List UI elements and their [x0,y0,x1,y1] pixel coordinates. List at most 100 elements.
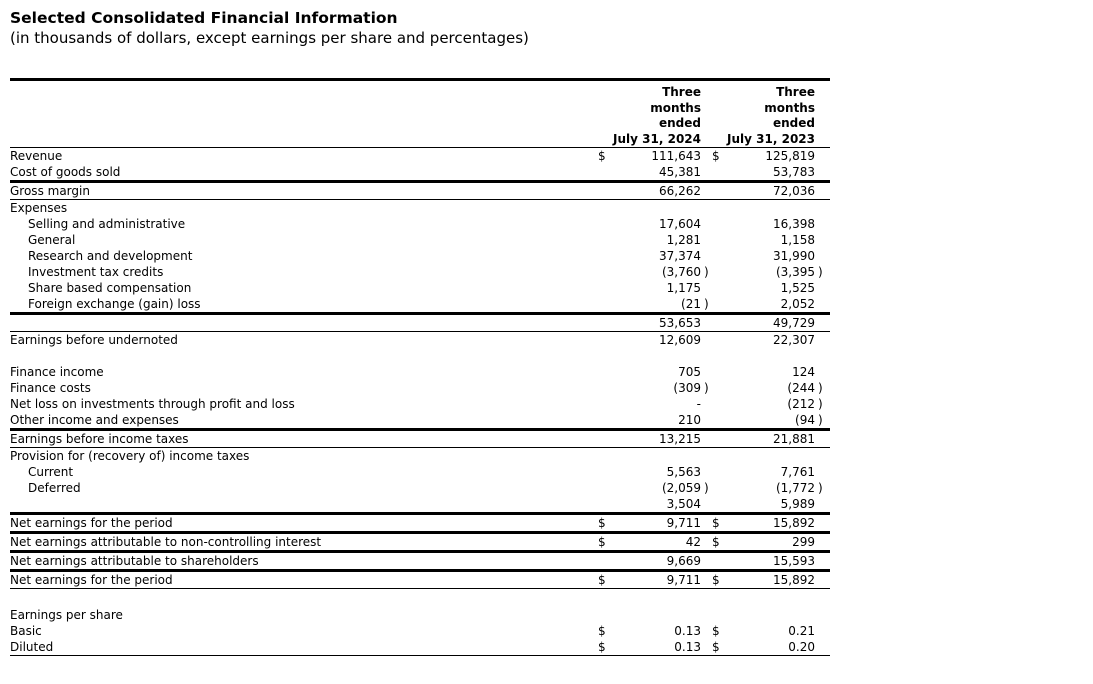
value-2024: 37,374 [659,249,701,263]
value-2023: 1,158 [780,233,815,247]
row-label: Earnings per share [10,608,123,622]
row-label: Finance costs [10,381,91,395]
table-header-row: Three months ended July 31, 2024 Three m… [10,81,830,148]
dollar-sign-2023: $ [712,640,720,654]
paren-2024: ) [704,481,709,495]
value-2023: 7,761 [780,465,815,479]
value-2024: 66,262 [659,184,701,198]
table-row: Other income and expenses 210 (94) [10,412,830,431]
row-label: Provision for (recovery of) income taxes [10,449,250,463]
row-label: Earnings before undernoted [10,333,178,347]
table-row: Finance costs (309) (244) [10,380,830,396]
dollar-sign-2024: $ [598,573,606,587]
value-2023: 15,892 [773,516,815,530]
value-2024: 0.13 [674,624,701,638]
value-2023: (212 [787,397,815,411]
value-2024: 210 [678,413,701,427]
dollar-sign-2024: $ [598,624,606,638]
col-header-2024: Three months ended July 31, 2024 [613,85,701,146]
table-row: Earnings per share [10,607,830,623]
paren-2024: ) [704,381,709,395]
table-row: Net loss on investments through profit a… [10,396,830,412]
value-2023: (1,772 [775,481,815,495]
row-label: Selling and administrative [28,217,186,231]
value-2023: 53,783 [773,165,815,179]
dollar-sign-2024: $ [598,149,606,163]
table-row: Foreign exchange (gain) loss (21) 2,052 [10,296,830,315]
row-label: Earnings before income taxes [10,432,189,446]
dollar-sign-2024: $ [598,640,606,654]
row-label: Other income and expenses [10,413,179,427]
paren-2023: ) [818,397,823,411]
row-label: General [28,233,76,247]
row-spacer [10,348,830,364]
dollar-sign-2023: $ [712,624,720,638]
table-row: Finance income 705 124 [10,364,830,380]
row-label: Net earnings attributable to shareholder… [10,554,259,568]
row-label: Net earnings attributable to non-control… [10,535,322,549]
dollar-sign-2023: $ [712,516,720,530]
row-label: Cost of goods sold [10,165,121,179]
row-label: Basic [10,624,42,638]
table-row: Revenue $111,643 $125,819 [10,148,830,164]
row-label: Deferred [28,481,81,495]
value-2023: 15,593 [773,554,815,568]
dollar-sign-2024: $ [598,516,606,530]
paren-2023: ) [818,481,823,495]
value-2023: 0.21 [788,624,815,638]
value-2023: 2,052 [780,297,815,311]
table-row: Research and development 37,374 31,990 [10,248,830,264]
value-2023: 0.20 [788,640,815,654]
table-row: Basic $0.13 $0.21 [10,623,830,639]
col-header-2023: Three months ended July 31, 2023 [727,85,815,146]
row-label: Diluted [10,640,54,654]
value-2024: 53,653 [659,316,701,330]
row-spacer [10,589,830,607]
paren-2023: ) [818,265,823,279]
row-label: Gross margin [10,184,90,198]
value-2024: (3,760 [661,265,701,279]
value-2024: 1,281 [666,233,701,247]
value-2023: 49,729 [773,316,815,330]
value-2024: 111,643 [651,149,701,163]
value-2024: - [696,397,701,411]
value-2024: 45,381 [659,165,701,179]
row-label: Expenses [10,201,68,215]
value-2024: 12,609 [659,333,701,347]
table-row: Investment tax credits (3,760) (3,395) [10,264,830,280]
table-row: Cost of goods sold 45,381 53,783 [10,164,830,183]
row-label: Foreign exchange (gain) loss [28,297,201,311]
row-label: Net earnings for the period [10,516,173,530]
row-label: Current [28,465,74,479]
value-2024: (21 [681,297,701,311]
value-2023: (94 [795,413,815,427]
paren-2024: ) [704,265,709,279]
table-row: Net earnings for the period $9,711 $15,892 [10,515,830,534]
value-2024: 9,711 [666,573,701,587]
dollar-sign-2023: $ [712,573,720,587]
paren-2023: ) [818,413,823,427]
value-2024: 9,669 [666,554,701,568]
page-subtitle: (in thousands of dollars, except earning… [10,29,529,47]
value-2023: 21,881 [773,432,815,446]
value-2023: 31,990 [773,249,815,263]
table-row: Deferred (2,059) (1,772) [10,480,830,496]
row-label: Research and development [28,249,193,263]
value-2023: 5,989 [780,497,815,511]
row-label: Net loss on investments through profit a… [10,397,295,411]
value-2023: 15,892 [773,573,815,587]
table-body: Revenue $111,643 $125,819 Cost of goods sol… [10,148,830,656]
value-2024: 13,215 [659,432,701,446]
row-label: Revenue [10,149,63,163]
table-row: 3,504 5,989 [10,496,830,515]
value-2024: 17,604 [659,217,701,231]
row-label: Investment tax credits [28,265,164,279]
value-2023: 124 [792,365,815,379]
value-2024: (309 [673,381,701,395]
financial-table: Three months ended July 31, 2024 Three m… [10,78,830,656]
value-2023: (3,395 [775,265,815,279]
table-row: Earnings before undernoted 12,609 22,307 [10,332,830,348]
dollar-sign-2023: $ [712,535,720,549]
table-row: Expenses [10,200,830,216]
value-2023: 125,819 [765,149,815,163]
